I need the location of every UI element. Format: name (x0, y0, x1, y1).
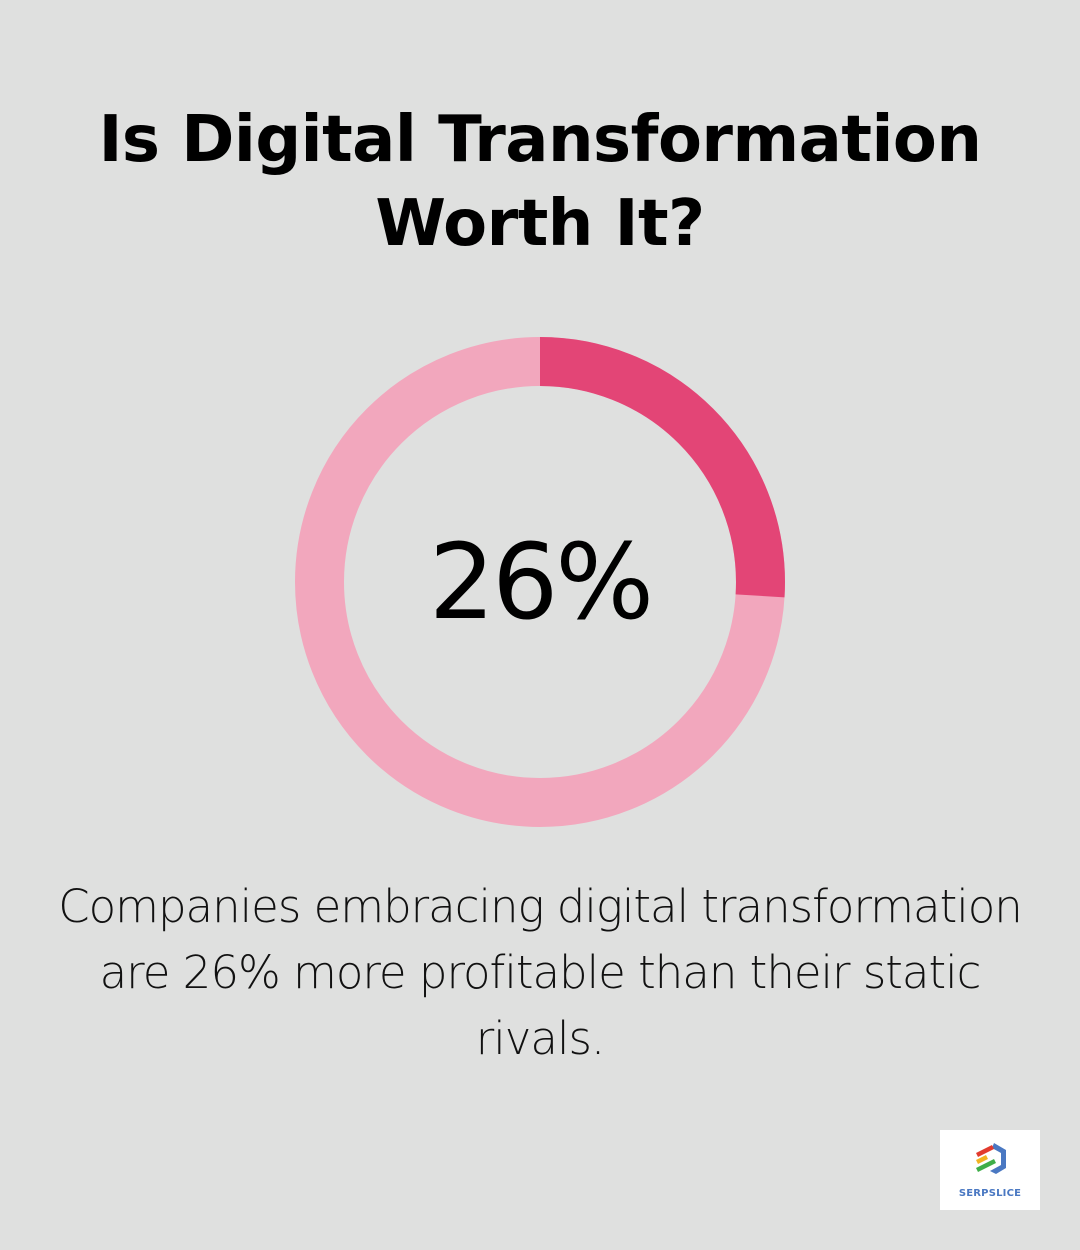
serpslice-logo-icon (976, 1143, 1006, 1174)
logo-text: SERPSLICE (958, 1188, 1022, 1199)
title-line-1: Is Digital Transformation (98, 103, 982, 177)
title-line-2: Worth It? (375, 187, 705, 261)
donut-chart-graphic (295, 337, 785, 827)
caption-text: Companies embracing digital transformati… (58, 880, 1023, 1065)
center-percentage: 26% (428, 521, 654, 643)
donut-highlight-segment (295, 337, 785, 827)
donut-chart (295, 337, 785, 827)
page-title: Is Digital Transformation Worth It? (0, 98, 1080, 266)
serpslice-logo: SERPSLICE (940, 1130, 1040, 1210)
